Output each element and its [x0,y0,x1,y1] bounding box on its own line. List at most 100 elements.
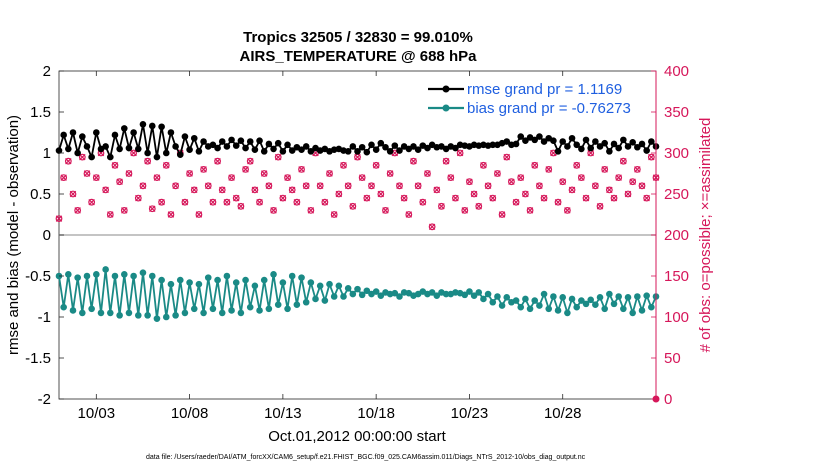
obs-assimilated-point [377,190,385,198]
obs-possible-point [288,186,296,194]
obs-possible-point [498,211,506,218]
rmse-point [554,148,562,155]
obs-assimilated-point [494,170,501,177]
obs-assimilated-point [316,182,324,190]
rmse-point [396,147,403,154]
obs-possible-point [321,198,329,206]
y-right-tick-label: 400 [664,63,689,80]
obs-possible-point [508,178,515,186]
obs-assimilated-point [163,162,170,169]
bias-point [372,288,380,295]
obs-possible-point [410,157,417,165]
chart-title-line2: AIRS_TEMPERATURE @ 688 hPa [240,48,478,65]
bias-point [363,287,371,295]
obs-assimilated-point [321,198,329,206]
rmse-point [209,141,217,149]
bias-point [120,271,128,278]
obs-possible-point [246,157,254,165]
y-right-tick-label: 350 [664,104,689,121]
legend: rmse grand pr = 1.1169 bias grand pr = -… [424,78,650,118]
obs-assimilated-point [522,190,529,198]
obs-assimilated-point [65,157,72,165]
bias-point [564,309,571,317]
bias-point [130,272,137,280]
bias-point [65,271,72,278]
rmse-point [214,144,221,152]
rmse-point [536,133,543,140]
obs-possible-point [130,149,138,157]
bias-point [302,298,310,306]
obs-assimilated-point [293,198,301,206]
rmse-point [634,143,641,151]
bias-point [578,297,585,304]
obs-assimilated-point [307,207,315,214]
rmse-point [111,131,119,139]
obs-possible-point [74,206,82,214]
bias-point [284,305,291,313]
rmse-point [153,153,161,161]
legend-bias-marker [442,104,450,112]
bias-point [251,282,259,290]
obs-assimilated-point [447,174,455,181]
bias-point [139,269,147,277]
bias-point [470,292,478,299]
bias-point [592,301,599,309]
obs-possible-point [144,157,152,165]
rmse-point [377,139,385,147]
obs-assimilated-point [288,186,296,194]
obs-possible-point [344,182,352,190]
obs-possible-point [554,198,562,206]
bias-point [69,307,77,314]
bias-point [377,292,385,299]
bias-point [74,274,81,281]
obs-possible-point [629,178,637,186]
x-axis-label: Oct.01,2012 00:00:00 start [268,428,446,445]
obs-assimilated-point [270,207,277,214]
rmse-point [512,140,520,148]
obs-possible-point [512,198,520,206]
obs-assimilated-point [461,207,468,214]
bias-point [102,266,109,273]
rmse-point [573,141,581,149]
obs-assimilated-point [93,174,100,181]
obs-assimilated-point [55,215,63,222]
obs-assimilated-point [466,178,473,185]
obs-possible-point [596,202,604,210]
obs-possible-point [615,174,623,182]
obs-possible-point [158,198,166,206]
bias-point [195,280,203,288]
obs-possible-point [326,170,333,177]
rmse-point [181,133,189,140]
obs-assimilated-point [233,194,240,202]
obs-possible-point [274,153,282,161]
obs-assimilated-point [260,170,268,177]
obs-possible-point [111,161,119,169]
obs-possible-point [643,194,651,202]
rmse-point [578,145,585,153]
rmse-point [582,136,590,144]
bias-point [204,274,212,281]
bias-point [209,305,217,313]
rmse-point [643,147,650,154]
obs-assimilated-point [349,203,357,210]
obs-assimilated-point [69,190,77,198]
obs-assimilated-point [242,166,249,173]
obs-assimilated-point [536,182,543,190]
obs-possible-point [172,182,180,190]
obs-assimilated-point [419,198,427,206]
obs-possible-point [55,215,63,223]
obs-assimilated-point [620,157,627,165]
obs-assimilated-point [592,182,599,190]
obs-assimilated-point [330,211,338,218]
bias-point [270,271,277,278]
bias-point [256,307,263,314]
y-axis-left-label: rmse and bias (model - observation) [5,115,22,355]
obs-possible-point [475,202,483,210]
bias-point [517,303,525,311]
bias-point [526,305,534,313]
obs-possible-point [452,194,459,202]
obs-assimilated-point [372,162,380,169]
bias-point [624,294,632,301]
obs-possible-point [200,165,207,173]
y-right-tick-label: 100 [664,309,689,326]
